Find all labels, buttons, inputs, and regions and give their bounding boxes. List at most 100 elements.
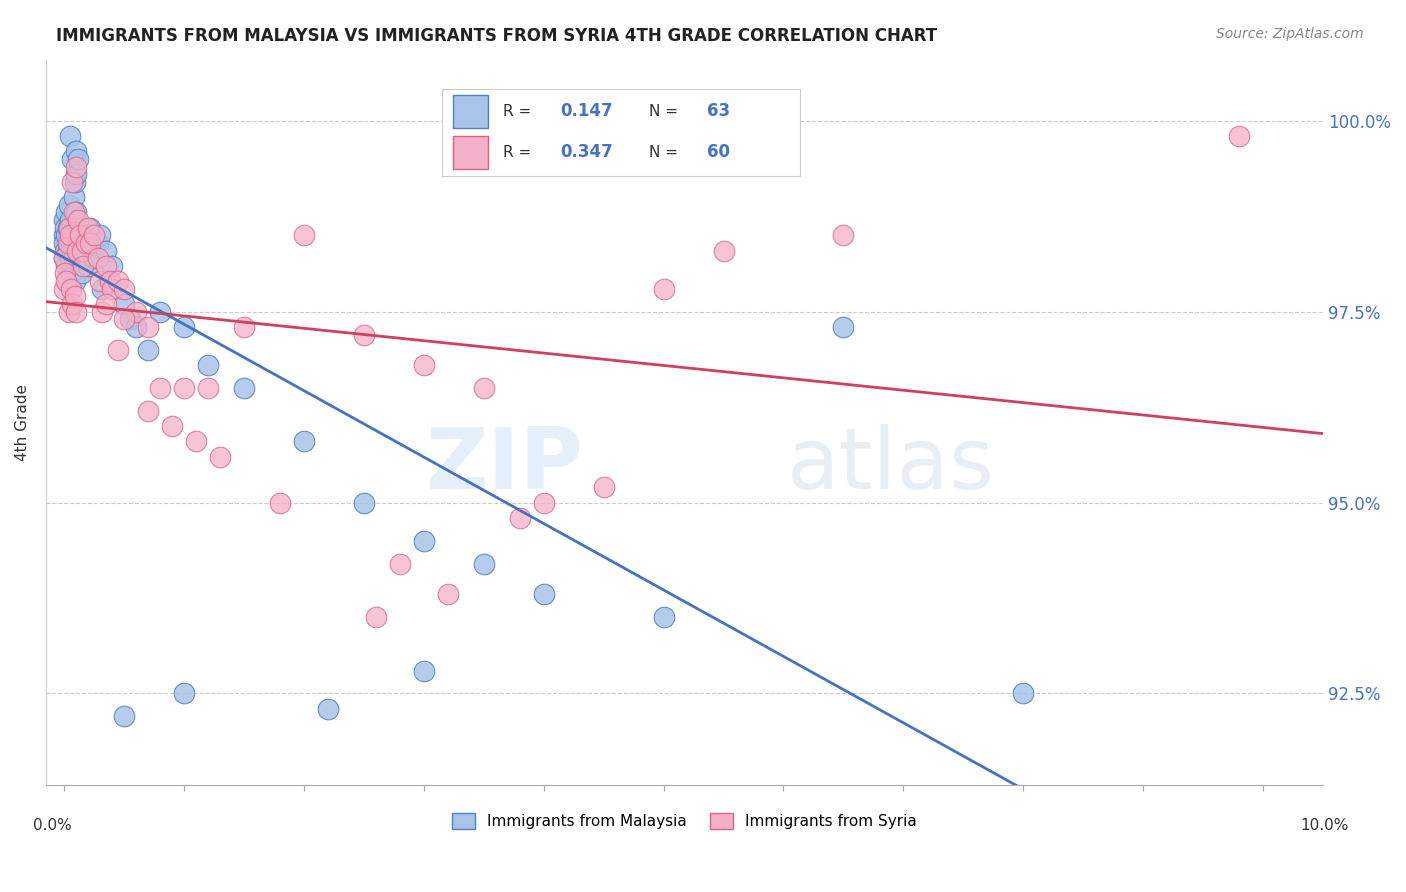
Point	[94, 259, 117, 273]
Point	[316, 702, 339, 716]
Point	[79, 220, 101, 235]
Point	[592, 480, 614, 494]
Point	[63, 175, 86, 189]
Point	[52, 251, 75, 265]
Point	[472, 557, 495, 571]
Point	[412, 533, 434, 548]
Point	[112, 312, 135, 326]
Point	[58, 304, 80, 318]
Point	[79, 235, 101, 250]
Text: 10.0%: 10.0%	[1301, 818, 1348, 833]
Point	[77, 259, 100, 273]
Point	[65, 167, 87, 181]
Text: 0.0%: 0.0%	[34, 818, 72, 833]
Point	[91, 282, 114, 296]
Point	[1227, 128, 1250, 143]
Point	[60, 235, 83, 250]
Point	[62, 190, 84, 204]
Point	[75, 244, 97, 258]
Point	[412, 358, 434, 372]
Point	[125, 304, 148, 318]
Point	[58, 220, 80, 235]
Point	[60, 152, 83, 166]
Point	[208, 450, 231, 464]
Point	[52, 235, 75, 250]
Point	[72, 259, 94, 273]
Point	[509, 510, 531, 524]
Point	[91, 304, 114, 318]
Point	[533, 495, 555, 509]
Point	[83, 228, 105, 243]
Point	[65, 145, 87, 159]
Point	[55, 274, 77, 288]
Point	[70, 244, 93, 258]
Point	[173, 686, 195, 700]
Point	[101, 282, 124, 296]
Point	[58, 197, 80, 211]
Point	[533, 587, 555, 601]
Text: Source: ZipAtlas.com: Source: ZipAtlas.com	[1216, 27, 1364, 41]
Point	[56, 235, 79, 250]
Point	[67, 152, 90, 166]
Point	[70, 220, 93, 235]
Point	[60, 282, 83, 296]
Point	[94, 244, 117, 258]
Point	[56, 244, 79, 258]
Point	[69, 228, 91, 243]
Point	[52, 282, 75, 296]
Point	[652, 610, 675, 624]
Point	[66, 244, 89, 258]
Point	[62, 205, 84, 219]
Point	[832, 319, 855, 334]
Point	[59, 128, 82, 143]
Point	[52, 228, 75, 243]
Point	[60, 244, 83, 258]
Point	[67, 213, 90, 227]
Point	[59, 251, 82, 265]
Point	[292, 228, 315, 243]
Point	[67, 235, 90, 250]
Point	[136, 343, 159, 357]
Point	[53, 267, 76, 281]
Point	[70, 267, 93, 281]
Point	[112, 297, 135, 311]
Point	[65, 304, 87, 318]
Point	[89, 274, 111, 288]
Point	[112, 282, 135, 296]
Point	[65, 160, 87, 174]
Point	[125, 319, 148, 334]
Point	[136, 319, 159, 334]
Point	[832, 228, 855, 243]
Point	[52, 213, 75, 227]
Point	[160, 419, 183, 434]
Point	[55, 259, 77, 273]
Point	[89, 228, 111, 243]
Point	[52, 251, 75, 265]
Point	[136, 404, 159, 418]
Point	[94, 297, 117, 311]
Point	[197, 381, 219, 395]
Point	[472, 381, 495, 395]
Point	[53, 244, 76, 258]
Point	[62, 251, 84, 265]
Point	[436, 587, 458, 601]
Point	[173, 381, 195, 395]
Point	[1012, 686, 1035, 700]
Point	[72, 235, 94, 250]
Point	[112, 709, 135, 723]
Point	[58, 235, 80, 250]
Point	[412, 664, 434, 678]
Point	[713, 244, 735, 258]
Point	[55, 228, 77, 243]
Legend: Immigrants from Malaysia, Immigrants from Syria: Immigrants from Malaysia, Immigrants fro…	[446, 807, 922, 836]
Point	[652, 282, 675, 296]
Point	[65, 205, 87, 219]
Point	[149, 381, 172, 395]
Point	[353, 495, 375, 509]
Point	[388, 557, 411, 571]
Point	[232, 319, 254, 334]
Point	[60, 175, 83, 189]
Point	[197, 358, 219, 372]
Point	[75, 235, 97, 250]
Point	[353, 327, 375, 342]
